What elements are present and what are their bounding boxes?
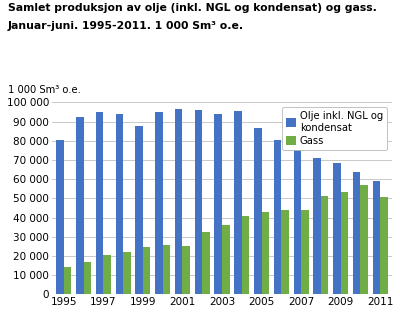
Bar xyxy=(202,232,210,294)
Bar xyxy=(262,212,269,294)
Bar xyxy=(321,196,328,294)
Bar xyxy=(254,128,262,294)
Bar xyxy=(163,245,170,294)
Bar xyxy=(103,255,111,294)
Bar xyxy=(274,140,281,294)
Text: Januar-juni. 1995-2011. 1 000 Sm³ o.e.: Januar-juni. 1995-2011. 1 000 Sm³ o.e. xyxy=(8,21,244,31)
Bar xyxy=(380,197,388,294)
Bar xyxy=(96,112,103,294)
Bar xyxy=(84,262,91,294)
Bar xyxy=(182,246,190,294)
Bar xyxy=(373,181,380,294)
Bar xyxy=(281,210,289,294)
Bar xyxy=(195,110,202,294)
Bar xyxy=(123,252,131,294)
Bar xyxy=(360,185,368,294)
Bar xyxy=(214,114,222,294)
Legend: Olje inkl. NGL og
kondensat, Gass: Olje inkl. NGL og kondensat, Gass xyxy=(282,108,387,150)
Bar xyxy=(313,158,321,294)
Bar xyxy=(175,109,182,294)
Bar xyxy=(56,140,64,294)
Bar xyxy=(242,216,249,294)
Bar xyxy=(333,163,341,294)
Bar xyxy=(341,192,348,294)
Bar xyxy=(143,247,150,294)
Bar xyxy=(234,111,242,294)
Bar xyxy=(64,267,71,294)
Bar xyxy=(136,126,143,294)
Bar xyxy=(155,112,163,294)
Bar xyxy=(301,210,308,294)
Bar xyxy=(353,172,360,294)
Bar xyxy=(294,150,301,294)
Text: 1 000 Sm³ o.e.: 1 000 Sm³ o.e. xyxy=(8,85,81,95)
Bar xyxy=(76,117,84,294)
Text: Samlet produksjon av olje (inkl. NGL og kondensat) og gass.: Samlet produksjon av olje (inkl. NGL og … xyxy=(8,3,377,13)
Bar xyxy=(222,225,230,294)
Bar xyxy=(116,114,123,294)
